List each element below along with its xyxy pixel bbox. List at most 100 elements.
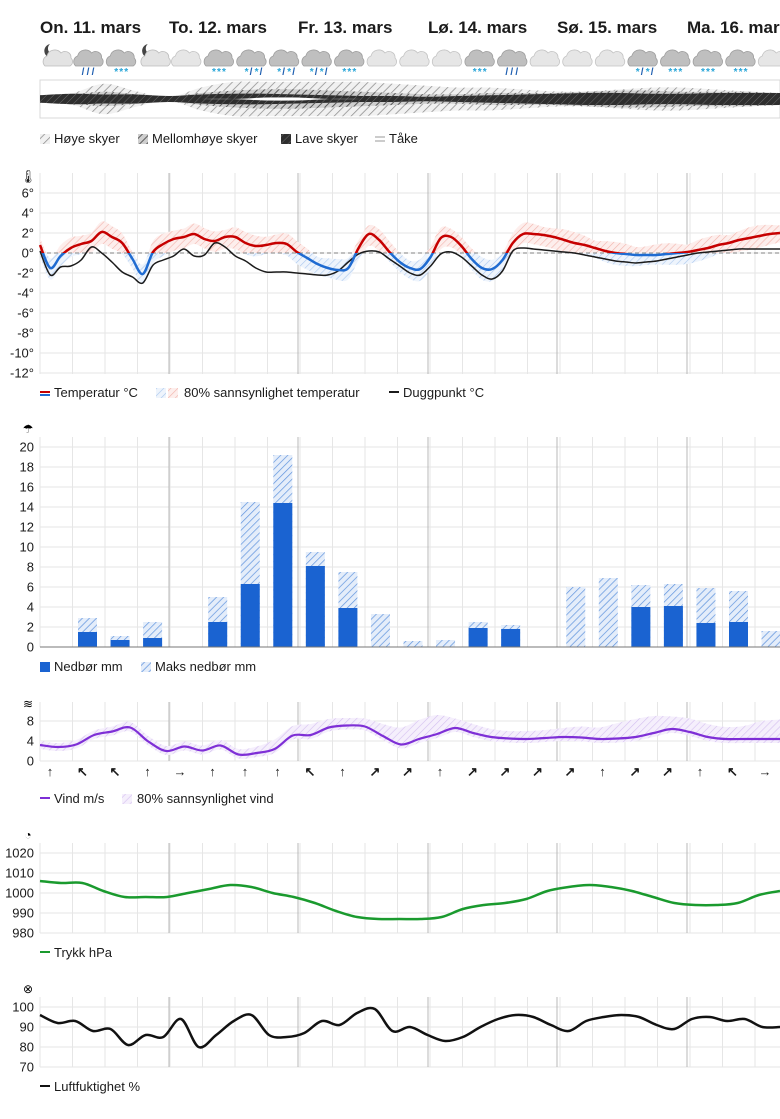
y-tick-label: -12° (10, 366, 34, 381)
cloud-shape (203, 49, 234, 67)
snowflake: * (124, 67, 128, 78)
legend-label: Temperatur °C (54, 385, 138, 400)
cloud-icon (171, 49, 202, 67)
cloud-chart (39, 79, 780, 119)
legend-label: Lave skyer (295, 131, 359, 146)
wind-direction-arrow: ↗ (370, 764, 381, 779)
legend-swatch (281, 134, 291, 144)
legend-swatch (138, 134, 148, 144)
temperature-line-cold (41, 253, 690, 276)
max-precipitation-bar (436, 640, 456, 647)
cloud-icon (757, 49, 780, 67)
legend-swatch (168, 388, 178, 398)
snow-cloud-icon: * * * (464, 49, 495, 78)
precipitation-bar (240, 584, 260, 647)
snowflake: * (217, 67, 221, 78)
cloud-icon (594, 49, 626, 67)
legend-label: 80% sannsynlighet temperatur (184, 385, 360, 400)
max-precipitation-bar (598, 578, 618, 647)
raindrop: / (292, 67, 295, 78)
legend-label: Duggpunkt °C (403, 385, 484, 400)
sleet-cloud-icon: * / * / (301, 49, 332, 78)
dewpoint-line (39, 241, 780, 285)
raindrop: / (315, 67, 318, 78)
cloud-shape (660, 49, 691, 67)
precipitation-bar (143, 638, 163, 647)
snow-cloud-icon: * * * (692, 49, 723, 78)
cloud-shape (140, 49, 171, 67)
y-tick-label: 1000 (5, 886, 34, 901)
legend-label: Mellomhøye skyer (152, 131, 258, 146)
temperature-line-warm (38, 230, 780, 253)
snow-cloud-icon: * * * (203, 49, 234, 78)
legend-label: Trykk hPa (54, 945, 113, 960)
humidity-line (39, 1006, 780, 1049)
raindrop: / (510, 67, 513, 78)
wind-direction-arrow: ↑ (242, 764, 249, 779)
cloud-shape (105, 49, 137, 67)
moon-cloud-icon (42, 44, 73, 67)
low-clouds-band (40, 92, 780, 106)
y-tick-label: 16 (20, 480, 34, 495)
humidity-chart: ⊗ 100 90 80 70 (12, 982, 780, 1075)
wind-chart: ≋ 8 4 0 ↑ ↖ ↖ ↑ → ↑ ↑ ↑ ↖ ↑ ↗ ↗ ↑ ↗ ↗ ↗ ↗ ↑ ↗ ↗ ↑ ↖ → (23, 697, 780, 779)
raindrop: / (260, 67, 263, 78)
wind-direction-arrow: ↑ (339, 764, 346, 779)
sleet-cloud-icon: * / * / (627, 49, 658, 78)
wind-direction-arrow: ↗ (662, 764, 673, 779)
wind-icon: ≋ (23, 697, 33, 711)
y-tick-label: -2° (17, 266, 34, 281)
cloud-icon (562, 49, 593, 67)
y-tick-label: 980 (12, 926, 34, 941)
legend-label: Luftfuktighet % (54, 1079, 140, 1094)
y-tick-label: 0° (22, 246, 34, 261)
snowflake: * (646, 67, 650, 78)
snowflake: * (711, 67, 715, 78)
snowflake: * (473, 67, 477, 78)
y-tick-label: -4° (17, 286, 34, 301)
y-tick-label: 1020 (5, 846, 34, 861)
weather-icons: / / / * * * * * * * / * / * / * / * / * / * * * * * * / / / * / * / * * * * * *… (42, 44, 780, 78)
legend-swatch (141, 662, 151, 672)
y-tick-label: 18 (20, 460, 34, 475)
precipitation-bar (696, 623, 716, 647)
y-tick-label: 4 (27, 734, 34, 749)
day-headers: On. 11. mars To. 12. mars Fr. 13. mars Lø. … (40, 18, 780, 37)
precipitation-bar (208, 622, 228, 647)
snowflake: * (119, 67, 123, 78)
legend-label: 80% sannsynlighet vind (137, 791, 274, 806)
sleet-cloud-icon: * / * / (268, 49, 300, 78)
day-header: On. 11. mars (40, 18, 141, 37)
precipitation-bar (729, 622, 748, 647)
precipitation-bar (273, 503, 293, 647)
legend-swatch (40, 662, 50, 672)
rain-cloud-icon: / / / (73, 49, 104, 78)
legend-label: Vind m/s (54, 791, 105, 806)
snowflake: * (255, 67, 259, 78)
wind-direction-arrow: ↗ (532, 764, 543, 779)
cloud-icon (529, 49, 560, 67)
y-tick-label: 4° (22, 206, 34, 221)
precipitation-bar (305, 566, 325, 647)
umbrella-icon: ☂ (23, 422, 34, 436)
y-tick-label: 6 (27, 580, 34, 595)
wind-direction-arrow: ↑ (599, 764, 606, 779)
day-header: To. 12. mars (169, 18, 267, 37)
y-tick-label: 2° (22, 226, 34, 241)
cloud-shape (171, 49, 202, 67)
legend-label: Maks nedbør mm (155, 659, 256, 674)
cloud-shape (431, 49, 463, 67)
y-tick-label: 2 (27, 620, 34, 635)
y-tick-label: -10° (10, 346, 34, 361)
snowflake: * (342, 67, 346, 78)
legend-swatch (122, 794, 132, 804)
snowflake: * (478, 67, 482, 78)
cloud-shape (757, 49, 780, 67)
snowflake: * (706, 67, 710, 78)
snowflake: * (668, 67, 672, 78)
snowflake: * (701, 67, 705, 78)
y-tick-label: 14 (20, 500, 34, 515)
cloud-shape (73, 49, 104, 67)
wind-direction-arrow: → (174, 764, 187, 779)
